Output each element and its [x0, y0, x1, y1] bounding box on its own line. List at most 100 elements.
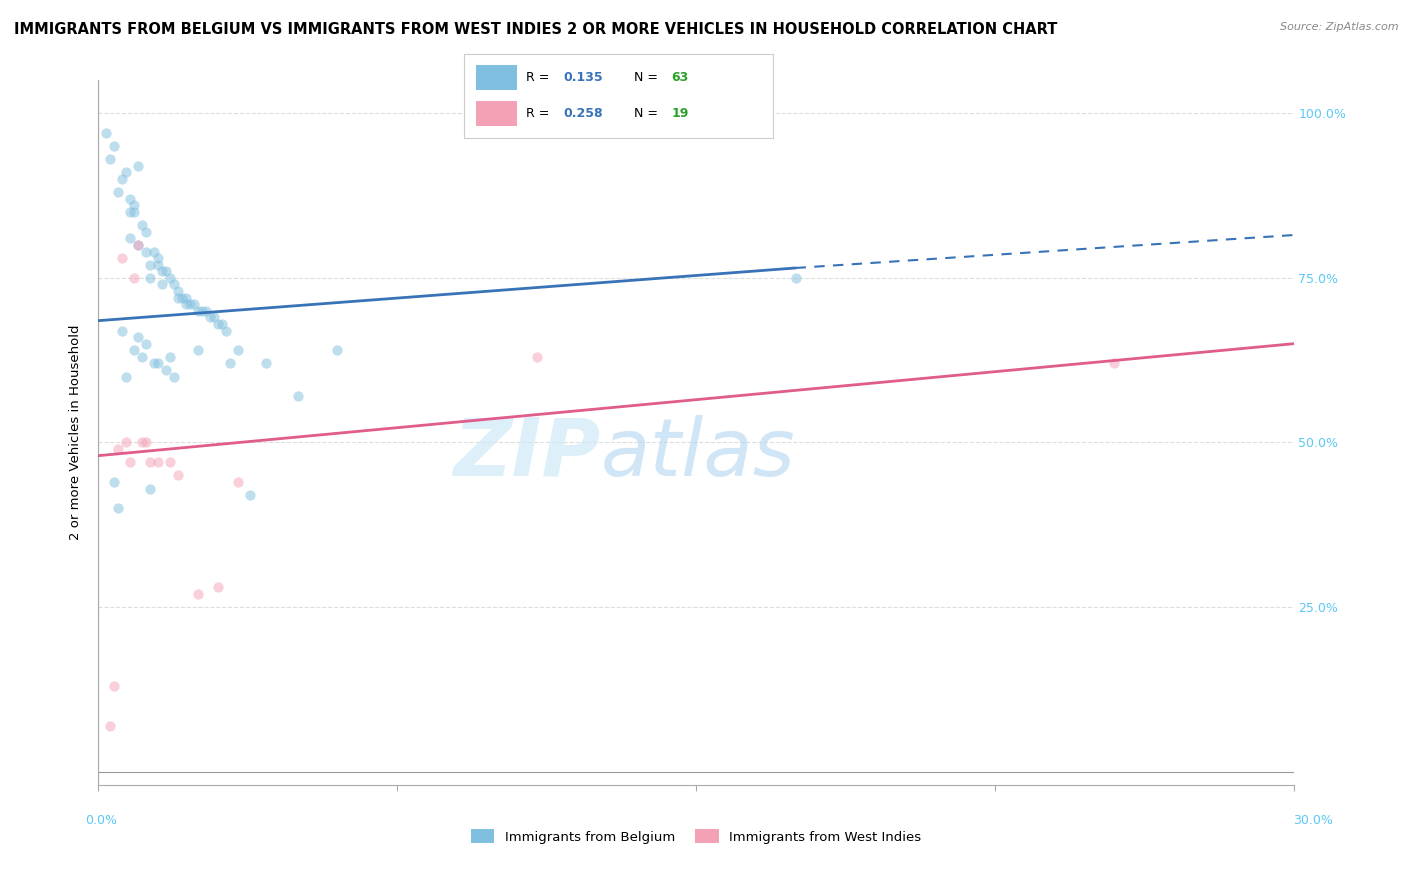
- Point: [148, 251, 170, 265]
- Text: 0.135: 0.135: [562, 70, 603, 84]
- Point: [226, 343, 249, 358]
- Point: [215, 324, 238, 338]
- Point: [174, 291, 197, 305]
- Point: [187, 587, 209, 601]
- Point: [172, 291, 194, 305]
- Text: R =: R =: [526, 107, 553, 120]
- Point: [135, 336, 157, 351]
- Point: [115, 369, 138, 384]
- Point: [103, 139, 125, 153]
- Point: [139, 270, 162, 285]
- Point: [120, 192, 142, 206]
- Point: [211, 317, 233, 331]
- Point: [120, 205, 142, 219]
- Text: 0.258: 0.258: [562, 107, 603, 120]
- Point: [155, 264, 177, 278]
- Point: [195, 303, 218, 318]
- Point: [163, 277, 186, 292]
- Point: [139, 455, 162, 469]
- Point: [159, 270, 181, 285]
- Point: [226, 475, 249, 489]
- Point: [98, 719, 122, 733]
- Point: [287, 389, 309, 403]
- Point: [239, 488, 262, 502]
- Point: [198, 310, 221, 325]
- Point: [139, 482, 162, 496]
- Point: [254, 356, 277, 370]
- Text: ZIP: ZIP: [453, 415, 600, 492]
- Point: [120, 455, 142, 469]
- Point: [148, 258, 170, 272]
- Point: [143, 244, 166, 259]
- Text: N =: N =: [634, 70, 662, 84]
- Bar: [477, 101, 516, 127]
- Point: [135, 435, 157, 450]
- Y-axis label: 2 or more Vehicles in Household: 2 or more Vehicles in Household: [69, 325, 83, 541]
- Point: [167, 284, 190, 298]
- Bar: [477, 64, 516, 90]
- Point: [183, 297, 205, 311]
- Point: [131, 435, 153, 450]
- Point: [107, 442, 129, 456]
- Point: [107, 501, 129, 516]
- Text: R =: R =: [526, 70, 553, 84]
- Point: [187, 343, 209, 358]
- Point: [115, 435, 138, 450]
- Point: [526, 350, 548, 364]
- Point: [111, 251, 134, 265]
- Point: [155, 363, 177, 377]
- Point: [179, 297, 201, 311]
- Point: [131, 350, 153, 364]
- Text: N =: N =: [634, 107, 662, 120]
- Point: [148, 356, 170, 370]
- Text: 63: 63: [671, 70, 689, 84]
- Point: [131, 218, 153, 232]
- Point: [135, 244, 157, 259]
- Point: [159, 455, 181, 469]
- Point: [163, 369, 186, 384]
- Point: [103, 679, 125, 693]
- Point: [127, 238, 149, 252]
- Point: [127, 330, 149, 344]
- Point: [207, 581, 229, 595]
- Text: IMMIGRANTS FROM BELGIUM VS IMMIGRANTS FROM WEST INDIES 2 OR MORE VEHICLES IN HOU: IMMIGRANTS FROM BELGIUM VS IMMIGRANTS FR…: [14, 22, 1057, 37]
- Point: [115, 165, 138, 179]
- Point: [124, 343, 146, 358]
- Point: [202, 310, 225, 325]
- Text: Source: ZipAtlas.com: Source: ZipAtlas.com: [1281, 22, 1399, 32]
- Point: [127, 238, 149, 252]
- Point: [143, 356, 166, 370]
- Legend: Immigrants from Belgium, Immigrants from West Indies: Immigrants from Belgium, Immigrants from…: [465, 824, 927, 849]
- Point: [120, 231, 142, 245]
- Point: [139, 258, 162, 272]
- Point: [124, 205, 146, 219]
- Point: [167, 291, 190, 305]
- Point: [111, 172, 134, 186]
- Point: [127, 159, 149, 173]
- Point: [191, 303, 214, 318]
- Point: [187, 303, 209, 318]
- Text: 30.0%: 30.0%: [1294, 814, 1333, 827]
- Point: [107, 186, 129, 200]
- Point: [150, 277, 173, 292]
- Point: [326, 343, 349, 358]
- Point: [174, 297, 197, 311]
- Point: [167, 468, 190, 483]
- Text: atlas: atlas: [600, 415, 796, 492]
- Text: 0.0%: 0.0%: [86, 814, 117, 827]
- Point: [135, 225, 157, 239]
- Point: [98, 153, 122, 167]
- Point: [1104, 356, 1126, 370]
- Point: [96, 126, 118, 140]
- Point: [159, 350, 181, 364]
- Text: 19: 19: [671, 107, 689, 120]
- Point: [124, 270, 146, 285]
- Point: [219, 356, 242, 370]
- Point: [150, 264, 173, 278]
- Point: [111, 324, 134, 338]
- Point: [103, 475, 125, 489]
- Point: [207, 317, 229, 331]
- Point: [124, 198, 146, 212]
- Point: [785, 270, 807, 285]
- Point: [148, 455, 170, 469]
